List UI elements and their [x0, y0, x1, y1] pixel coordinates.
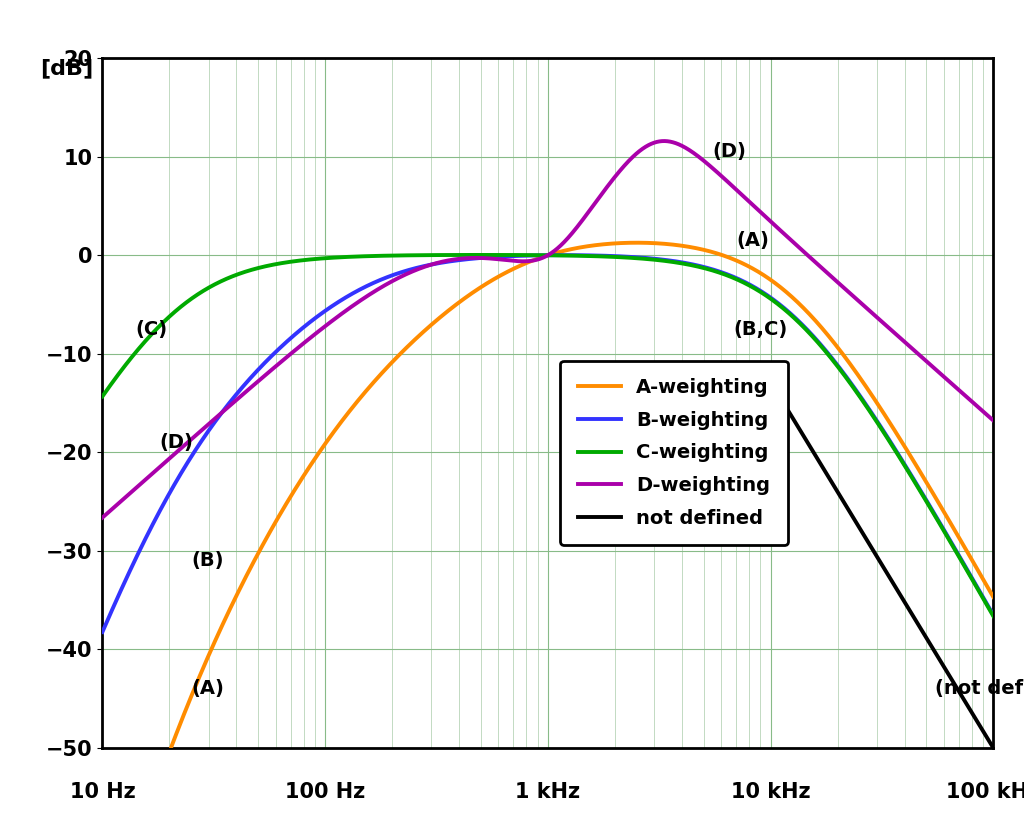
A-weighting: [198, 661, 210, 671]
B-weighting: [476, 253, 488, 263]
D-weighting: [970, 401, 982, 411]
not defined: [867, 546, 880, 556]
C-weighting: [475, 250, 487, 260]
A-weighting: [970, 562, 982, 572]
A-weighting: [251, 551, 263, 561]
C-weighting: [438, 250, 451, 260]
D-weighting: [198, 423, 210, 433]
B-weighting: [251, 366, 263, 376]
Text: (A): (A): [736, 231, 769, 250]
D-weighting: [873, 315, 886, 325]
B-weighting: [438, 258, 451, 268]
Line: not defined: not defined: [766, 373, 993, 748]
Text: [dB]: [dB]: [40, 58, 93, 78]
Text: (not defined): (not defined): [936, 679, 1024, 698]
not defined: [987, 743, 999, 753]
Text: (B): (B): [191, 551, 223, 570]
not defined: [869, 548, 882, 558]
B-weighting: [198, 432, 210, 442]
A-weighting: [96, 753, 109, 763]
not defined: [883, 571, 895, 581]
D-weighting: [658, 136, 671, 146]
Line: C-weighting: C-weighting: [102, 255, 993, 616]
C-weighting: [873, 422, 886, 432]
C-weighting: [198, 286, 210, 296]
B-weighting: [96, 627, 109, 637]
Text: (C): (C): [135, 320, 167, 339]
Line: D-weighting: D-weighting: [102, 141, 993, 518]
Line: B-weighting: B-weighting: [102, 255, 993, 632]
A-weighting: [987, 592, 999, 602]
C-weighting: [987, 611, 999, 621]
D-weighting: [96, 513, 109, 523]
D-weighting: [476, 253, 488, 263]
Text: (D): (D): [160, 433, 194, 452]
Text: 100 kHz: 100 kHz: [946, 782, 1024, 803]
B-weighting: [557, 250, 569, 260]
D-weighting: [438, 256, 451, 266]
A-weighting: [631, 238, 643, 248]
D-weighting: [251, 377, 263, 387]
A-weighting: [438, 309, 451, 319]
Legend: A-weighting, B-weighting, C-weighting, D-weighting, not defined: A-weighting, B-weighting, C-weighting, D…: [560, 361, 787, 545]
not defined: [895, 592, 907, 602]
Text: (B,C): (B,C): [733, 320, 787, 339]
not defined: [946, 676, 958, 686]
B-weighting: [873, 420, 886, 430]
Text: (D): (D): [713, 142, 746, 161]
Text: 1 kHz: 1 kHz: [515, 782, 581, 803]
A-weighting: [476, 281, 488, 291]
Text: 10 Hz: 10 Hz: [70, 782, 135, 803]
Line: A-weighting: A-weighting: [102, 243, 993, 758]
C-weighting: [96, 391, 109, 401]
Text: (A): (A): [191, 679, 224, 698]
C-weighting: [251, 263, 263, 273]
C-weighting: [477, 250, 489, 260]
not defined: [982, 734, 994, 744]
B-weighting: [970, 580, 982, 590]
D-weighting: [987, 416, 999, 425]
C-weighting: [970, 581, 982, 591]
A-weighting: [873, 403, 886, 413]
Text: 10 kHz: 10 kHz: [731, 782, 810, 803]
Text: 100 Hz: 100 Hz: [285, 782, 366, 803]
not defined: [760, 368, 772, 378]
B-weighting: [987, 610, 999, 620]
